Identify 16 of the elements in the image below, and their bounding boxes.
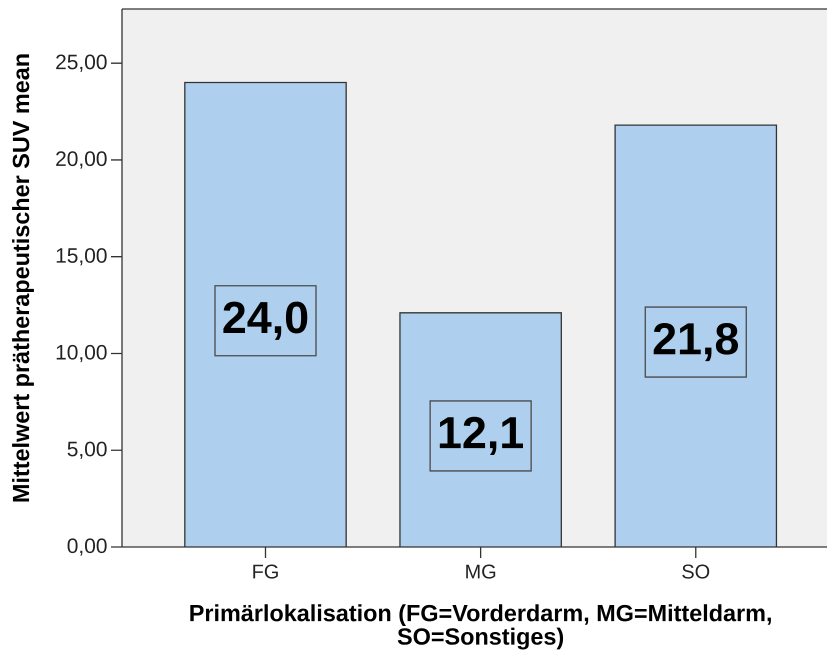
x-tick-label: FG [253, 564, 278, 579]
x-tick-label: SO [682, 564, 710, 579]
y-tick-label: 10,00 [56, 344, 107, 362]
y-tick-label: 25,00 [56, 54, 107, 72]
data-label: 12,1 [440, 416, 524, 456]
x-tick-label: MG [466, 564, 496, 579]
bar [184, 82, 346, 547]
y-tick-label: 15,00 [56, 248, 107, 266]
data-label: 21,8 [654, 322, 738, 362]
bar [614, 124, 778, 547]
x-axis-title: Primärlokalisation (FG=Vorderdarm, MG=Mitteldarm, SO=Sonstiges) [190, 604, 771, 650]
y-tick-label: 0,00 [68, 538, 107, 556]
y-tick-label: 20,00 [56, 151, 107, 169]
y-tick-label: 5,00 [68, 442, 107, 459]
y-axis-title: Mittelwert prätherapeutischer SUV mean [12, 54, 34, 502]
data-label: 24,0 [223, 302, 308, 340]
